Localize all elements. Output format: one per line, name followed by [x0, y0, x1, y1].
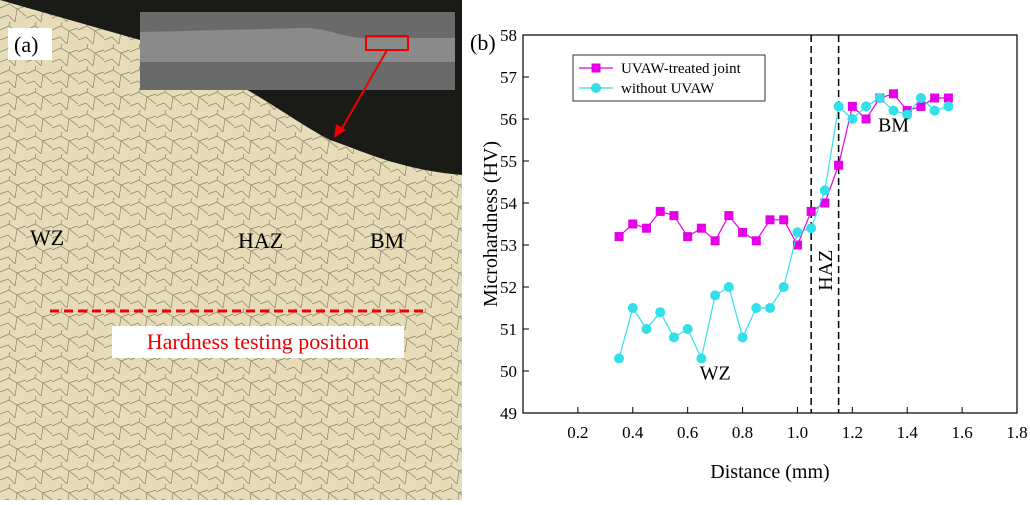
marker	[683, 324, 693, 334]
x-tick-label: 1.2	[842, 423, 863, 442]
marker	[751, 303, 761, 313]
y-tick-label: 52	[500, 278, 517, 297]
marker	[642, 324, 652, 334]
region-label: WZ	[30, 225, 64, 250]
marker	[820, 185, 830, 195]
y-tick-label: 53	[500, 236, 517, 255]
x-tick-label: 1.4	[897, 423, 919, 442]
x-tick-label: 0.2	[567, 423, 588, 442]
caption: Hardness testing position	[147, 329, 369, 354]
y-tick-label: 54	[500, 194, 518, 213]
marker	[930, 106, 940, 116]
marker	[724, 211, 733, 220]
marker	[683, 232, 692, 241]
marker	[944, 94, 953, 103]
marker	[943, 101, 953, 111]
marker	[738, 332, 748, 342]
marker	[614, 353, 624, 363]
x-tick-label: 1.6	[951, 423, 972, 442]
marker	[834, 101, 844, 111]
figure: (a) WZ HAZ BM Hardness testing position …	[0, 0, 1030, 500]
marker	[834, 161, 843, 170]
y-tick-label: 57	[500, 68, 518, 87]
y-tick-label: 50	[500, 362, 517, 381]
x-tick-label: 1.0	[787, 423, 808, 442]
marker	[806, 223, 816, 233]
panel-a: (a) WZ HAZ BM Hardness testing position	[0, 0, 462, 500]
panel-label: (b)	[470, 30, 496, 55]
annotation: HAZ	[815, 250, 837, 291]
marker	[656, 207, 665, 216]
marker	[697, 224, 706, 233]
marker	[916, 93, 926, 103]
x-tick-label: 1.8	[1006, 423, 1027, 442]
marker	[642, 224, 651, 233]
series-line	[619, 98, 948, 358]
panel-b: 49 50 51 52 53 54 55 56 57 58 0.2 0.4 0.6 0.8 1.0 1.2 1.…	[470, 26, 1028, 483]
marker	[765, 303, 775, 313]
x-tick-label: 0.8	[732, 423, 753, 442]
marker	[916, 102, 925, 111]
marker	[628, 220, 637, 229]
region-label: BM	[370, 228, 404, 253]
marker	[628, 303, 638, 313]
marker	[792, 227, 802, 237]
x-tick-label: 0.4	[622, 423, 644, 442]
marker	[710, 290, 720, 300]
y-tick-label: 49	[500, 404, 517, 423]
panel-label: (a)	[14, 32, 38, 57]
marker	[862, 115, 871, 124]
y-tick-label: 55	[500, 152, 517, 171]
x-tick-label: 0.6	[677, 423, 698, 442]
marker	[779, 282, 789, 292]
marker	[861, 101, 871, 111]
marker	[807, 207, 816, 216]
marker	[766, 215, 775, 224]
marker	[889, 89, 898, 98]
annotation: WZ	[700, 362, 731, 384]
marker	[669, 332, 679, 342]
y-axis-label: Microhardness (HV)	[480, 141, 502, 307]
marker	[615, 232, 624, 241]
marker	[669, 211, 678, 220]
region-label: HAZ	[238, 228, 283, 253]
y-tick-label: 58	[500, 26, 517, 45]
marker	[848, 102, 857, 111]
marker	[847, 114, 857, 124]
legend-marker	[592, 64, 601, 73]
x-axis-label: Distance (mm)	[710, 461, 829, 483]
y-tick-label: 56	[500, 110, 517, 129]
legend-label: UVAW-treated joint	[621, 61, 742, 77]
marker	[655, 307, 665, 317]
annotation: BM	[878, 115, 909, 137]
marker	[930, 94, 939, 103]
y-tick-label: 51	[500, 320, 517, 339]
marker	[752, 236, 761, 245]
marker	[875, 93, 885, 103]
marker	[738, 228, 747, 237]
marker	[724, 282, 734, 292]
legend-label: without UVAW	[621, 81, 715, 97]
marker	[779, 215, 788, 224]
marker	[711, 236, 720, 245]
legend-marker	[591, 83, 601, 93]
